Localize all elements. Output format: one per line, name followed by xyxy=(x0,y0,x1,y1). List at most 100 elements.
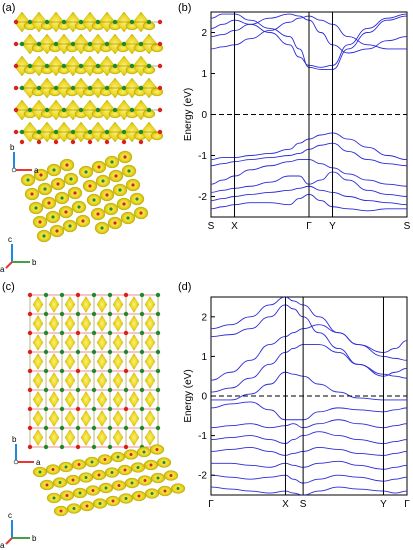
structure-c-topview xyxy=(27,292,161,450)
charge-lobe xyxy=(64,391,76,408)
axis-triad-c-bottom: c b a xyxy=(0,511,37,550)
structure-c-perspective xyxy=(32,444,186,517)
oxygen-atom xyxy=(123,155,127,159)
chart-b: -2 -1 0 1 2 S X Γ Y S Energy (eV) xyxy=(183,11,411,232)
oxygen-atom xyxy=(75,292,81,298)
metal-atom xyxy=(139,311,145,317)
metal-atom xyxy=(110,160,114,164)
charge-lobe xyxy=(48,391,60,408)
charge-lobe xyxy=(112,410,124,427)
oxygen-atom xyxy=(111,499,115,503)
band-line xyxy=(211,304,407,377)
oxygen-atom xyxy=(51,468,55,471)
panel-label-d: (d) xyxy=(178,281,192,293)
band-line xyxy=(211,171,407,197)
metal-atom xyxy=(36,85,42,91)
metal-atom xyxy=(84,476,88,479)
charge-lobe xyxy=(64,334,76,351)
charge-lobe xyxy=(64,372,76,389)
triad2-label-a: a xyxy=(0,265,5,274)
oxygen-atom xyxy=(27,292,33,298)
oxygen-atom xyxy=(59,509,63,513)
oxygen-atom xyxy=(163,489,167,493)
charge-lobe xyxy=(128,410,140,427)
metal-atom xyxy=(78,491,82,495)
metal-atom xyxy=(42,234,46,238)
triad4-label-b: b xyxy=(32,534,37,543)
metal-atom xyxy=(75,387,81,393)
charge-lobe xyxy=(128,391,140,408)
oxygen-atom xyxy=(113,221,117,225)
metal-atom xyxy=(107,311,113,317)
metal-atom xyxy=(91,349,97,355)
metal-atom xyxy=(36,41,42,47)
band-line xyxy=(211,193,407,212)
metal-atom xyxy=(27,63,33,69)
oxygen-atom xyxy=(75,368,81,374)
metal-atom xyxy=(91,406,97,412)
kpoint-label: X xyxy=(231,221,238,232)
metal-atom xyxy=(38,470,42,474)
charge-lobe xyxy=(48,429,60,446)
band-line xyxy=(211,142,407,167)
charge-lobe xyxy=(128,315,140,332)
oxygen-atom xyxy=(155,448,159,451)
oxygen-atom xyxy=(27,368,33,374)
metal-atom xyxy=(61,19,67,25)
charge-lobe xyxy=(128,353,140,370)
metal-atom xyxy=(90,460,94,464)
charge-lobe xyxy=(80,334,92,351)
metal-atom xyxy=(150,492,154,495)
metal-atom xyxy=(43,444,49,450)
kpoint-label: S xyxy=(404,221,411,232)
charge-lobe xyxy=(128,334,140,351)
oxygen-atom xyxy=(129,453,133,456)
charge-lobe xyxy=(112,429,124,446)
metal-atom xyxy=(121,85,127,91)
metal-atom xyxy=(91,330,97,336)
metal-atom xyxy=(139,368,145,374)
oxygen-atom xyxy=(157,63,163,69)
charge-lobe xyxy=(80,429,92,446)
charge-lobe xyxy=(32,353,44,370)
oxygen-atom xyxy=(56,182,60,186)
oxygen-atom xyxy=(88,184,92,188)
oxygen-atom xyxy=(157,19,163,25)
oxygen-atom xyxy=(77,463,81,466)
metal-atom xyxy=(107,349,113,355)
metal-atom xyxy=(59,330,65,336)
metal-atom xyxy=(139,387,145,393)
metal-atom xyxy=(107,330,113,336)
metal-atom xyxy=(19,85,25,91)
oxygen-atom xyxy=(157,85,163,91)
metal-atom xyxy=(107,444,113,450)
oxygen-atom xyxy=(27,425,33,431)
metal-atom xyxy=(43,330,49,336)
oxygen-atom xyxy=(39,173,43,177)
charge-lobe xyxy=(144,429,156,446)
metal-atom xyxy=(107,368,113,374)
oxygen-atom xyxy=(45,483,49,487)
band-line xyxy=(211,460,407,470)
band-line xyxy=(211,419,407,429)
metal-atom xyxy=(77,205,81,209)
metal-atom xyxy=(87,41,93,47)
oxygen-atom xyxy=(73,191,77,195)
axis-triad-a-top: b a xyxy=(10,143,39,175)
metal-atom xyxy=(43,349,49,355)
metal-atom xyxy=(142,450,146,454)
metal-atom xyxy=(34,206,38,210)
axis-triad-a-bottom: c b a xyxy=(0,235,37,274)
metal-atom xyxy=(91,368,97,374)
kpoint-label: S xyxy=(300,499,307,510)
oxygen-atom xyxy=(169,474,173,477)
band-line xyxy=(211,13,407,68)
metal-atom xyxy=(129,107,135,113)
oxygen-atom xyxy=(65,163,69,167)
metal-atom xyxy=(129,19,135,25)
kpoint-label: X xyxy=(282,499,289,510)
metal-atom xyxy=(27,19,33,25)
metal-atom xyxy=(26,178,30,182)
metal-atom xyxy=(107,292,113,298)
metal-atom xyxy=(123,425,129,431)
